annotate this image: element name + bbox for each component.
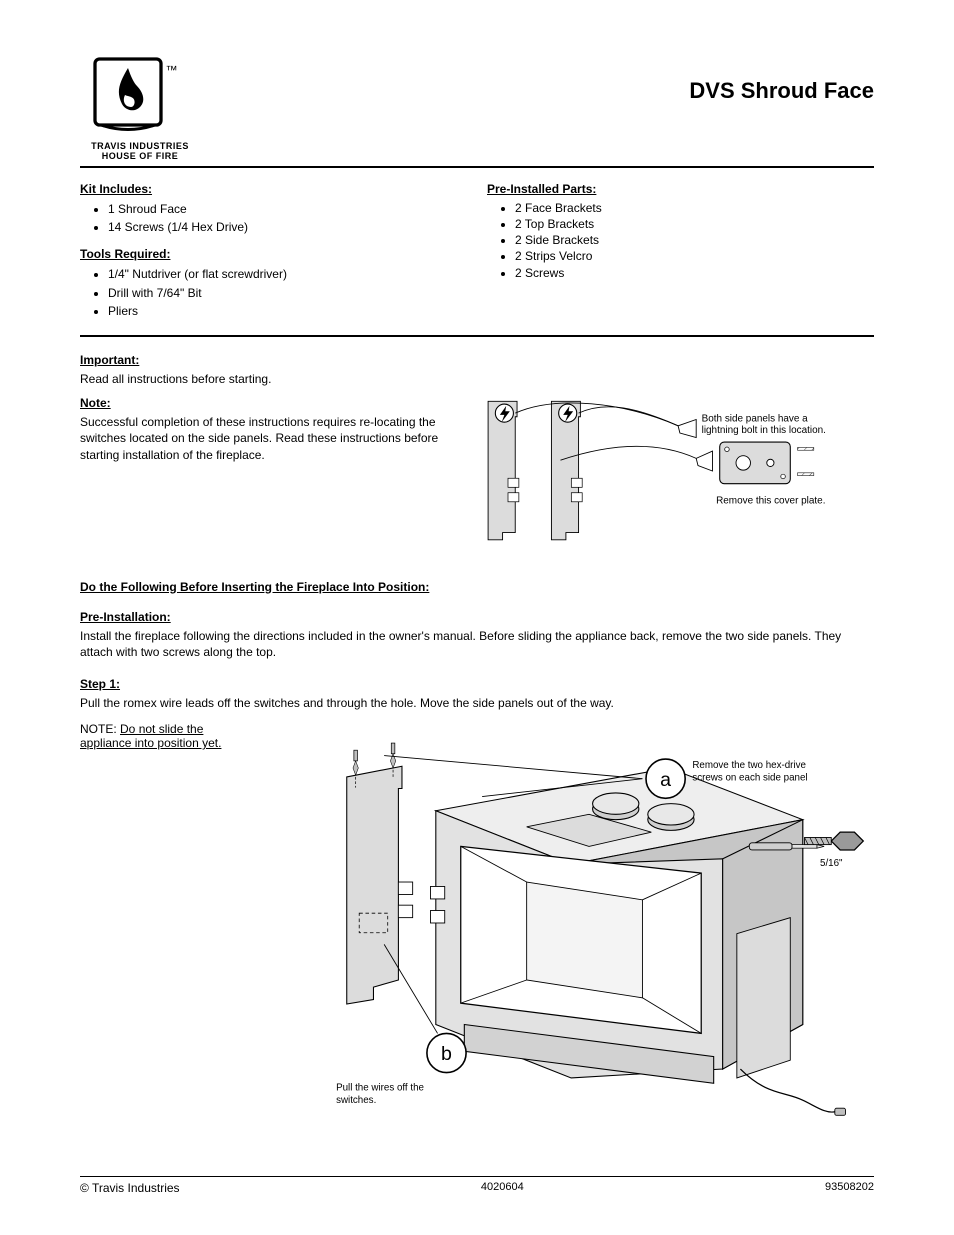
note-text: Successful completion of these instructi…: [80, 414, 440, 464]
preinstalled-item: 2 Strips Velcro: [515, 248, 874, 264]
kit-item: 14 Screws (1/4 Hex Drive): [108, 218, 467, 237]
kit-item: 1 Shroud Face: [108, 200, 467, 219]
flame-logo-icon: ™: [80, 50, 200, 140]
before-heading: Do the Following Before Inserting the Fi…: [80, 580, 874, 594]
preinstallation-heading: Pre-Installation:: [80, 610, 874, 624]
note-heading: Note:: [80, 396, 440, 410]
preinstalled-item: 2 Screws: [515, 265, 874, 281]
tool-item: Pliers: [108, 302, 467, 321]
kit-includes-heading: Kit Includes:: [80, 182, 467, 196]
annot-b-2: switches.: [336, 1095, 376, 1106]
callout-b: b: [441, 1043, 452, 1065]
brand-logo: ™ TRAVIS INDUSTRIES HOUSE OF FIRE: [80, 50, 200, 162]
lightning-callout-2: lightning bolt in this location.: [702, 425, 826, 436]
figure-side-panels: Both side panels have a lightning bolt i…: [470, 396, 850, 556]
notice-text: NOTE: Do not slide the appliance into po…: [80, 722, 260, 750]
preinstalled-item: 2 Top Brackets: [515, 216, 874, 232]
annot-a-2: screws on each side panel: [692, 772, 807, 783]
divider-mid: [80, 335, 874, 337]
callout-a: a: [660, 769, 671, 791]
important-text: Read all instructions before starting.: [80, 371, 874, 388]
preinstalled-item: 2 Face Brackets: [515, 200, 874, 216]
tool-item: Drill with 7/64" Bit: [108, 284, 467, 303]
annot-a-1: Remove the two hex-drive: [692, 760, 806, 771]
preinstalled-heading: Pre-Installed Parts:: [487, 182, 874, 196]
annot-b-1: Pull the wires off the: [336, 1082, 424, 1093]
step1-text: Pull the romex wire leads off the switch…: [80, 695, 680, 712]
footer-copyright: © Travis Industries: [80, 1181, 180, 1195]
tools-required-heading: Tools Required:: [80, 247, 467, 261]
step1-heading: Step 1:: [80, 677, 874, 691]
preinstalled-item: 2 Side Brackets: [515, 232, 874, 248]
screw-size: 5/16": [820, 858, 843, 869]
page-footer: © Travis Industries 4020604 93508202: [80, 1176, 874, 1195]
figure-fireplace: a Remove the two hex-drive screws on eac…: [304, 716, 874, 1146]
lightning-callout-1: Both side panels have a: [702, 413, 809, 424]
tool-item: 1/4" Nutdriver (or flat screwdriver): [108, 265, 467, 284]
preinstallation-text: Install the fireplace following the dire…: [80, 628, 874, 662]
page-title: DVS Shroud Face: [689, 78, 874, 104]
svg-text:™: ™: [166, 63, 178, 77]
important-heading: Important:: [80, 353, 874, 367]
footer-sku: 93508202: [825, 1181, 874, 1195]
brand-line2: HOUSE OF FIRE: [80, 152, 200, 162]
footer-date: 4020604: [481, 1181, 524, 1195]
divider-top: [80, 166, 874, 168]
remove-plate-hint: Remove this cover plate.: [716, 495, 825, 506]
